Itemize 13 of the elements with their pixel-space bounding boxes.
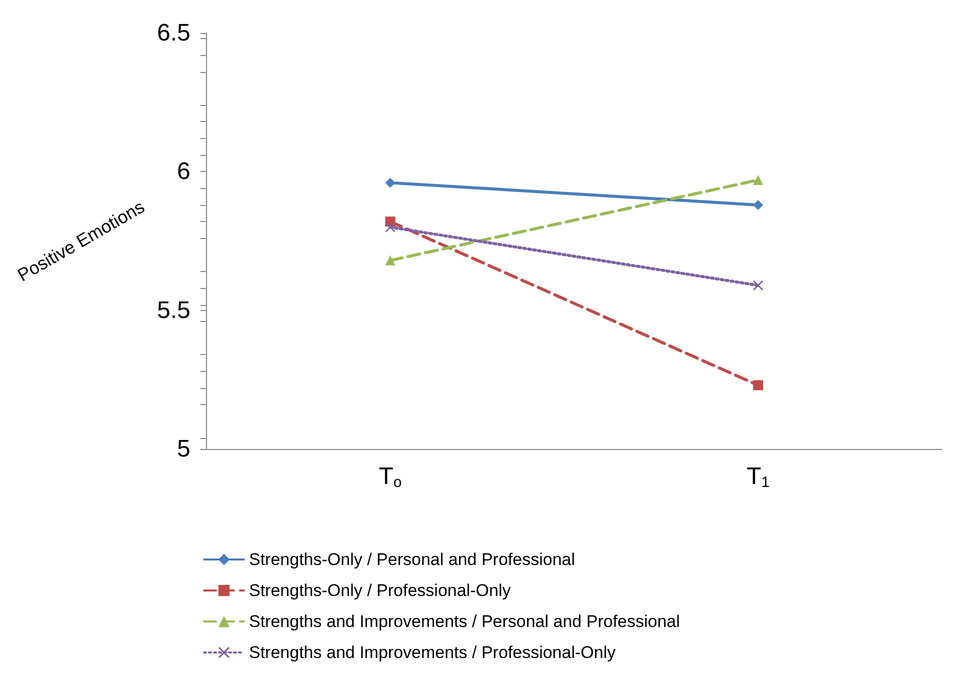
- point: [753, 280, 764, 290]
- y-tick-label: 6.5: [156, 20, 190, 46]
- legend-label: Strengths and Improvements / Professional-Only: [249, 643, 616, 662]
- point: [385, 178, 396, 188]
- point: [385, 222, 396, 232]
- point: [753, 200, 764, 210]
- legend-label: Strengths-Only / Personal and Professional: [249, 550, 576, 569]
- y-tick-label: 5.5: [156, 296, 190, 324]
- y-tick-label: 5: [176, 436, 190, 462]
- legend-label: Strengths-Only / Professional-Only: [249, 581, 512, 600]
- y-tick-label: 6: [176, 158, 190, 186]
- point: [753, 380, 764, 390]
- legend-label: Strengths and Improvements / Personal and Professional: [249, 612, 680, 631]
